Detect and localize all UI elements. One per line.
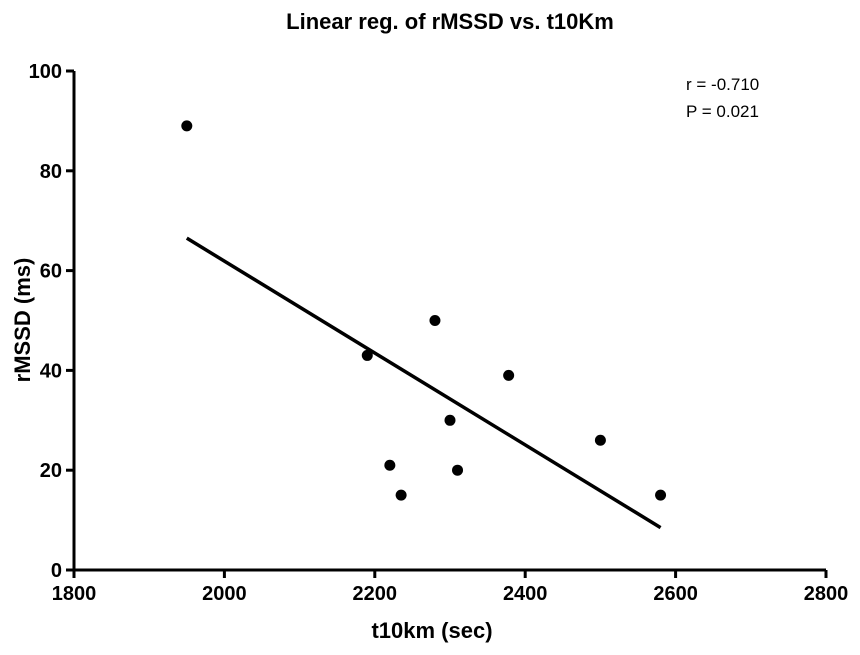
p-value-annotation: P = 0.021	[686, 102, 759, 121]
data-point	[452, 464, 464, 476]
data-point	[594, 434, 606, 446]
regression-line	[185, 236, 662, 530]
chart-title: Linear reg. of rMSSD vs. t10Km	[286, 9, 614, 34]
data-point	[503, 369, 515, 381]
data-point	[655, 489, 667, 501]
y-tick-label: 100	[29, 61, 62, 83]
y-tick-label: 60	[40, 261, 62, 283]
y-tick-label: 80	[40, 161, 62, 183]
correlation-annotation: r = -0.710	[686, 75, 759, 94]
x-axis-label: t10km (sec)	[371, 618, 492, 643]
x-tick-label: 2400	[503, 583, 548, 605]
y-tick-label: 0	[51, 560, 62, 582]
x-tick-label: 2600	[653, 583, 698, 605]
data-point	[429, 315, 441, 326]
data-point	[181, 120, 193, 132]
x-tick-label: 2200	[353, 583, 398, 605]
data-point	[444, 414, 456, 426]
y-axis-label: rMSSD (ms)	[10, 258, 35, 383]
x-tick-label: 1800	[52, 583, 97, 605]
y-tick-label: 20	[40, 460, 62, 482]
x-tick-label: 2000	[202, 583, 247, 605]
data-point	[384, 459, 396, 471]
y-tick-label: 40	[40, 360, 62, 382]
data-point	[395, 489, 407, 501]
x-tick-label: 2800	[804, 583, 849, 605]
data-point	[361, 349, 373, 361]
